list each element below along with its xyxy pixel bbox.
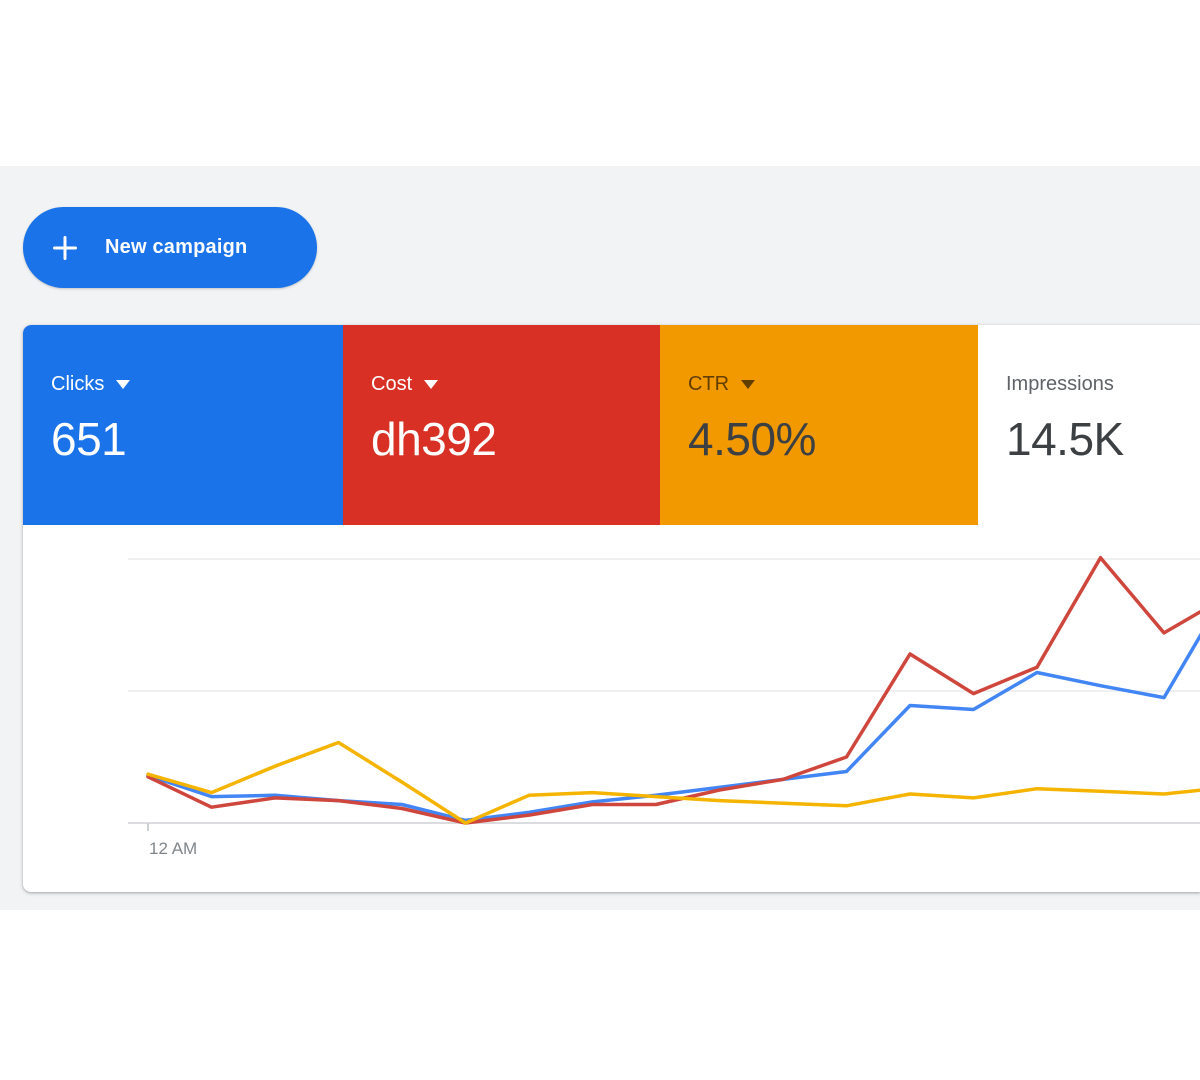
metric-card-ctr[interactable]: CTR 4.50% xyxy=(660,325,978,525)
metric-value: 14.5K xyxy=(1006,413,1124,465)
dashboard-surface: New campaign Clicks 651 Cost dh392 xyxy=(0,166,1200,910)
series-line-clicks xyxy=(146,632,1200,823)
metric-label: Impressions xyxy=(1006,373,1114,395)
metric-value: dh392 xyxy=(371,413,497,465)
metric-value: 4.50% xyxy=(688,413,816,465)
plus-icon xyxy=(51,234,79,262)
chart-canvas xyxy=(128,555,1200,831)
metric-card-cost[interactable]: Cost dh392 xyxy=(343,325,660,525)
chevron-down-icon[interactable] xyxy=(424,380,439,389)
new-campaign-button[interactable]: New campaign xyxy=(23,207,317,288)
metric-card-impressions[interactable]: Impressions 14.5K xyxy=(978,325,1200,525)
metric-card-clicks[interactable]: Clicks 651 xyxy=(23,325,343,525)
metric-label: Cost xyxy=(371,373,413,395)
metric-value: 651 xyxy=(51,413,127,465)
metric-label: CTR xyxy=(688,373,730,395)
chevron-down-icon[interactable] xyxy=(116,380,131,389)
x-tick-label: 12 AM xyxy=(149,839,198,858)
overview-card: Clicks 651 Cost dh392 CTR xyxy=(23,325,1200,892)
metric-label: Clicks xyxy=(51,373,105,395)
chevron-down-icon[interactable] xyxy=(741,380,756,389)
series-line-ctr xyxy=(146,740,1200,825)
series-lines xyxy=(146,555,1200,825)
new-campaign-label: New campaign xyxy=(105,236,248,258)
timeseries-chart: 12 AM xyxy=(23,525,1200,892)
metric-cards-row: Clicks 651 Cost dh392 CTR xyxy=(23,325,1200,525)
